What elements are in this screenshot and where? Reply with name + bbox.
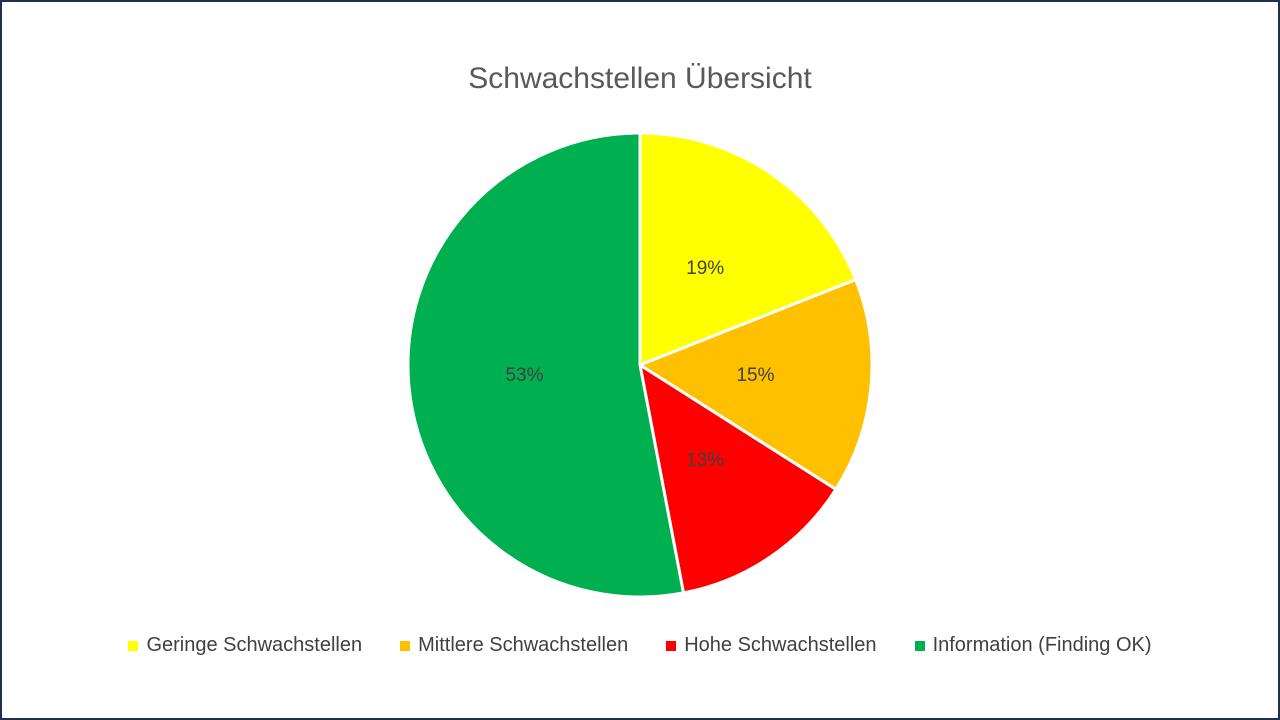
legend-swatch bbox=[400, 640, 411, 651]
data-label: 53% bbox=[505, 365, 543, 386]
legend-label: Geringe Schwachstellen bbox=[146, 634, 363, 656]
legend-label: Mittlere Schwachstellen bbox=[418, 634, 629, 656]
legend-item: Geringe Schwachstellen bbox=[128, 634, 362, 657]
legend-label: Hohe Schwachstellen bbox=[684, 634, 877, 656]
legend-swatch bbox=[914, 640, 925, 651]
data-label: 19% bbox=[686, 258, 724, 279]
chart: Schwachstellen Übersicht 19% 15% 13% 53% bbox=[406, 62, 874, 599]
data-label: 13% bbox=[686, 450, 724, 471]
legend-item: Mittlere Schwachstellen bbox=[400, 634, 628, 657]
legend-item: Hohe Schwachstellen bbox=[666, 634, 877, 657]
data-label: 15% bbox=[736, 365, 774, 386]
pie-slice bbox=[636, 277, 874, 492]
pie-slice bbox=[638, 131, 858, 368]
legend-swatch bbox=[128, 640, 139, 651]
pie-slice bbox=[406, 131, 686, 599]
pie-slice bbox=[637, 361, 838, 595]
legend-item: Information (Finding OK) bbox=[914, 634, 1152, 657]
legend-label: Information (Finding OK) bbox=[932, 634, 1152, 656]
legend-swatch bbox=[666, 640, 677, 651]
legend: Geringe Schwachstellen Mittlere Schwachst… bbox=[2, 634, 1278, 657]
chart-title: Schwachstellen Übersicht bbox=[468, 62, 812, 95]
